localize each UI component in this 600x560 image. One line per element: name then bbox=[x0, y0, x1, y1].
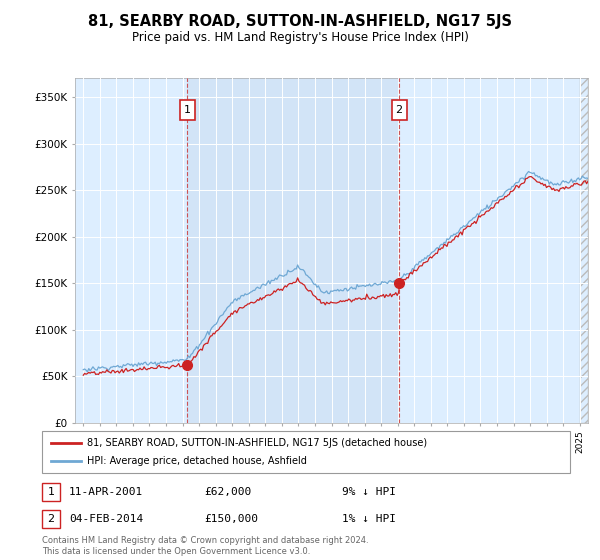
Bar bbox=[187, 78, 399, 423]
Bar bbox=[580, 78, 588, 423]
Text: HPI: Average price, detached house, Ashfield: HPI: Average price, detached house, Ashf… bbox=[87, 456, 307, 466]
Text: 04-FEB-2014: 04-FEB-2014 bbox=[69, 514, 143, 524]
Text: 1: 1 bbox=[184, 105, 191, 115]
Text: 11-APR-2001: 11-APR-2001 bbox=[69, 487, 143, 497]
Text: 2: 2 bbox=[395, 105, 403, 115]
Text: 81, SEARBY ROAD, SUTTON-IN-ASHFIELD, NG17 5JS (detached house): 81, SEARBY ROAD, SUTTON-IN-ASHFIELD, NG1… bbox=[87, 438, 427, 448]
Text: £150,000: £150,000 bbox=[204, 514, 258, 524]
Text: 2: 2 bbox=[47, 514, 55, 524]
Text: Price paid vs. HM Land Registry's House Price Index (HPI): Price paid vs. HM Land Registry's House … bbox=[131, 31, 469, 44]
Text: 1% ↓ HPI: 1% ↓ HPI bbox=[342, 514, 396, 524]
Text: 81, SEARBY ROAD, SUTTON-IN-ASHFIELD, NG17 5JS: 81, SEARBY ROAD, SUTTON-IN-ASHFIELD, NG1… bbox=[88, 14, 512, 29]
Text: 1: 1 bbox=[47, 487, 55, 497]
Text: £62,000: £62,000 bbox=[204, 487, 251, 497]
Text: Contains HM Land Registry data © Crown copyright and database right 2024.
This d: Contains HM Land Registry data © Crown c… bbox=[42, 536, 368, 556]
Text: 9% ↓ HPI: 9% ↓ HPI bbox=[342, 487, 396, 497]
